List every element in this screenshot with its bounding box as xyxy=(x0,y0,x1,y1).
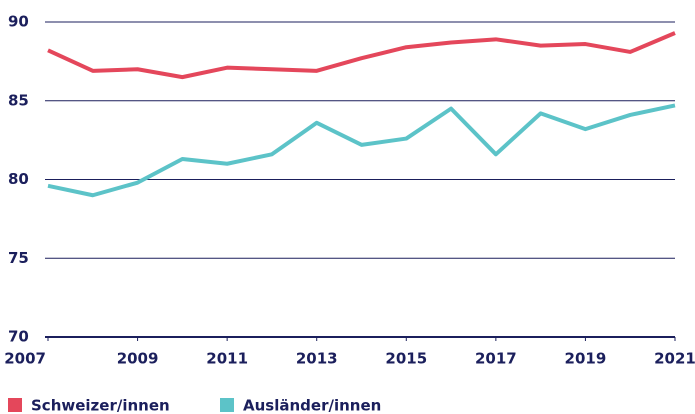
x-tick-label: 2009 xyxy=(117,350,159,368)
y-tick-label: 85 xyxy=(8,91,29,109)
legend-swatch xyxy=(220,398,234,412)
series-line xyxy=(47,31,676,80)
x-tick-label: 2021 xyxy=(654,350,695,368)
x-tick-label: 2017 xyxy=(475,350,517,368)
x-tick-label: 2013 xyxy=(296,350,338,368)
legend-label: Ausländer/innen xyxy=(243,397,381,414)
legend-label: Schweizer/innen xyxy=(31,397,170,414)
y-tick-label: 90 xyxy=(8,13,29,31)
x-tick-label: 2011 xyxy=(206,350,248,368)
x-tick-label: 2015 xyxy=(385,350,427,368)
legend-swatch xyxy=(8,398,22,412)
x-tick-label: 2007 xyxy=(4,350,46,368)
y-tick-label: 80 xyxy=(8,170,29,188)
y-tick-label: 70 xyxy=(8,328,29,346)
series-line xyxy=(47,103,676,198)
y-tick-label: 75 xyxy=(8,249,29,267)
x-tick-label: 2019 xyxy=(565,350,607,368)
